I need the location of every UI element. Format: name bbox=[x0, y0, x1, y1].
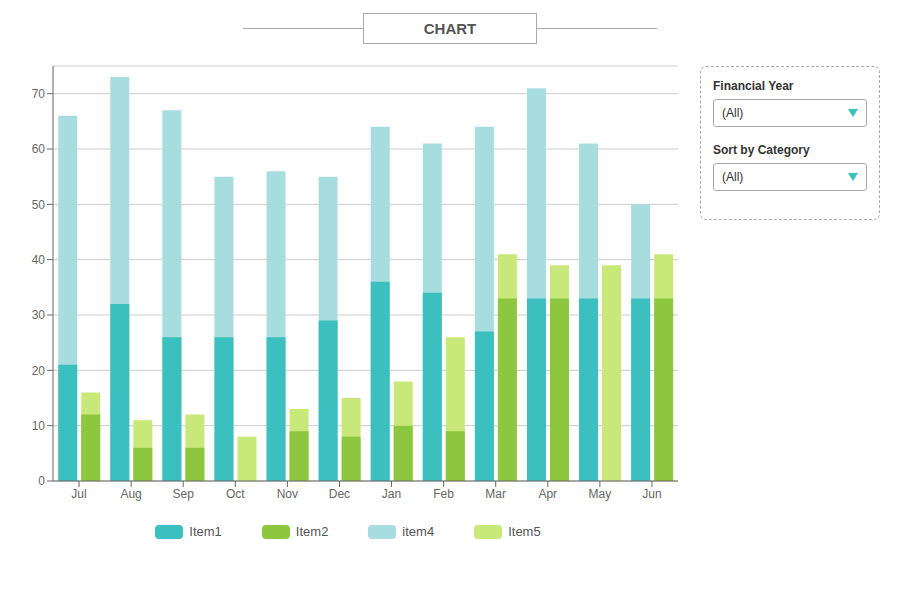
html-text:(All): (All) bbox=[722, 170, 744, 184]
svg-text:60: 60 bbox=[32, 142, 46, 156]
svg-text:Mar: Mar bbox=[485, 487, 506, 501]
svg-text:Aug: Aug bbox=[120, 487, 141, 501]
html-text:Financial Year: Financial Year bbox=[713, 79, 794, 93]
svg-text:Jan: Jan bbox=[382, 487, 401, 501]
svg-text:10: 10 bbox=[32, 419, 46, 433]
svg-text:0: 0 bbox=[38, 474, 45, 488]
html-text:item4: item4 bbox=[402, 524, 435, 539]
html-text:Item5: Item5 bbox=[508, 524, 541, 539]
svg-text:Apr: Apr bbox=[538, 487, 557, 501]
svg-text:Sep: Sep bbox=[173, 487, 195, 501]
html-text:Sort by Category: Sort by Category bbox=[713, 143, 810, 157]
svg-text:40: 40 bbox=[32, 253, 46, 267]
svg-text:Oct: Oct bbox=[226, 487, 245, 501]
svg-text:Dec: Dec bbox=[329, 487, 350, 501]
svg-text:Nov: Nov bbox=[277, 487, 298, 501]
svg-text:70: 70 bbox=[32, 87, 46, 101]
html-text:Item1: Item1 bbox=[189, 524, 222, 539]
html-text:Item2: Item2 bbox=[295, 524, 329, 539]
html-text:(All): (All) bbox=[722, 106, 744, 120]
svg-text:May: May bbox=[589, 487, 612, 501]
svg-text:Jun: Jun bbox=[642, 487, 661, 501]
svg-text:30: 30 bbox=[32, 308, 46, 322]
svg-text:Feb: Feb bbox=[433, 487, 454, 501]
svg-text:50: 50 bbox=[32, 198, 46, 212]
html-text:CHART: CHART bbox=[423, 19, 477, 37]
svg-text:20: 20 bbox=[32, 364, 46, 378]
svg-text:Jul: Jul bbox=[71, 487, 86, 501]
